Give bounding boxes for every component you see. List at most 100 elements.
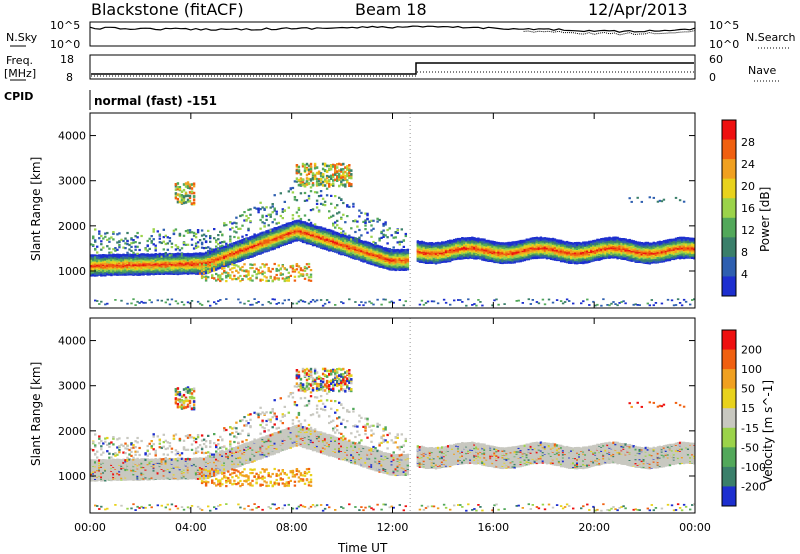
range-gate-cell xyxy=(424,253,428,256)
range-gate-cell xyxy=(497,250,500,254)
range-gate-cell xyxy=(378,251,381,254)
range-gate-cell xyxy=(239,227,242,230)
range-gate-cell xyxy=(170,246,174,249)
range-gate-cell xyxy=(164,234,168,237)
range-gate-cell xyxy=(352,245,355,249)
range-gate-cell xyxy=(295,219,299,223)
range-gate-cell xyxy=(192,247,196,250)
range-gate-cell xyxy=(237,251,240,254)
range-gate-cell xyxy=(420,256,424,259)
range-gate-cell xyxy=(315,225,319,229)
range-gate-cell xyxy=(221,246,224,249)
range-gate-cell xyxy=(283,234,287,238)
range-gate-cell xyxy=(186,301,190,304)
range-gate-cell xyxy=(110,256,113,259)
range-gate-cell xyxy=(384,298,387,301)
range-gate-cell xyxy=(186,194,190,198)
range-gate-cell xyxy=(370,255,373,258)
range-gate-cell xyxy=(323,244,327,247)
range-gate-cell xyxy=(225,260,228,263)
range-gate-cell xyxy=(440,258,444,262)
range-gate-cell xyxy=(198,259,202,262)
range-gate-cell xyxy=(235,278,238,281)
range-gate-cell xyxy=(213,252,216,256)
range-gate-cell xyxy=(398,249,402,252)
range-gate-cell xyxy=(182,188,186,192)
range-gate-cell xyxy=(241,241,244,244)
range-gate-cell xyxy=(303,269,307,272)
range-gate-cell xyxy=(277,278,281,281)
range-gate-cell xyxy=(424,302,428,304)
range-gate-cell xyxy=(192,258,196,261)
range-gate-cell xyxy=(317,236,321,239)
range-gate-cell xyxy=(118,253,121,257)
range-gate-cell xyxy=(118,263,121,266)
range-gate-cell xyxy=(194,258,198,261)
range-gate-cell xyxy=(392,253,395,256)
range-gate-cell xyxy=(467,255,470,258)
range-gate-cell xyxy=(382,235,385,238)
range-gate-cell xyxy=(422,303,426,306)
range-gate-cell xyxy=(374,243,377,246)
range-gate-cell xyxy=(211,254,214,257)
range-gate-cell xyxy=(428,255,432,258)
range-gate-cell xyxy=(378,218,381,222)
range-gate-cell xyxy=(495,252,498,256)
range-gate-cell xyxy=(209,266,212,269)
range-gate-cell xyxy=(156,260,160,263)
range-gate-cell xyxy=(235,258,238,262)
range-gate-cell xyxy=(251,255,254,258)
range-gate-cell xyxy=(344,177,347,180)
range-gate-cell xyxy=(285,222,289,226)
range-gate-cell xyxy=(325,164,329,168)
range-gate-cell xyxy=(217,253,220,256)
range-gate-cell xyxy=(223,267,226,270)
range-gate-cell xyxy=(263,245,266,248)
range-gate-cell xyxy=(192,182,196,186)
range-gate-cell xyxy=(491,241,494,245)
range-gate-cell xyxy=(253,206,256,209)
range-gate-cell xyxy=(315,182,319,185)
range-gate-cell xyxy=(207,260,210,263)
range-gate-cell xyxy=(182,234,186,237)
range-gate-cell xyxy=(420,246,424,250)
range-gate-cell xyxy=(481,258,484,261)
range-gate-cell xyxy=(211,248,214,251)
range-gate-cell xyxy=(449,303,452,306)
range-gate-cell xyxy=(358,228,361,232)
range-gate-cell xyxy=(390,267,393,271)
range-gate-cell xyxy=(188,186,192,190)
range-gate-cell xyxy=(122,273,125,276)
range-gate-cell xyxy=(479,301,482,303)
range-gate-cell xyxy=(342,178,345,182)
range-gate-cell xyxy=(90,260,93,263)
range-gate-cell xyxy=(178,232,182,235)
range-gate-cell xyxy=(356,220,359,223)
range-gate-cell xyxy=(493,247,496,250)
range-gate-cell xyxy=(154,244,157,247)
range-gate-cell xyxy=(249,220,252,223)
range-gate-cell xyxy=(303,301,307,303)
range-gate-cell xyxy=(108,256,111,259)
range-gate-cell xyxy=(259,236,262,239)
range-gate-cell xyxy=(156,230,160,233)
range-gate-cell xyxy=(174,253,178,256)
range-gate-cell xyxy=(267,269,270,273)
range-gate-cell xyxy=(104,272,107,275)
range-gate-cell xyxy=(108,237,111,240)
range-gate-cell xyxy=(118,255,121,258)
range-gate-cell xyxy=(295,237,299,240)
range-gate-cell xyxy=(207,262,210,265)
range-gate-cell xyxy=(106,238,109,241)
range-gate-cell xyxy=(112,258,115,262)
range-gate-cell xyxy=(190,261,194,264)
range-gate-cell xyxy=(184,264,188,268)
range-gate-cell xyxy=(497,303,500,306)
range-gate-cell xyxy=(219,253,222,257)
range-gate-cell xyxy=(251,274,254,277)
range-gate-cell xyxy=(96,265,99,268)
range-gate-cell xyxy=(364,224,367,227)
range-gate-cell xyxy=(360,244,363,247)
range-gate-cell xyxy=(336,204,339,207)
range-gate-cell xyxy=(390,252,393,255)
